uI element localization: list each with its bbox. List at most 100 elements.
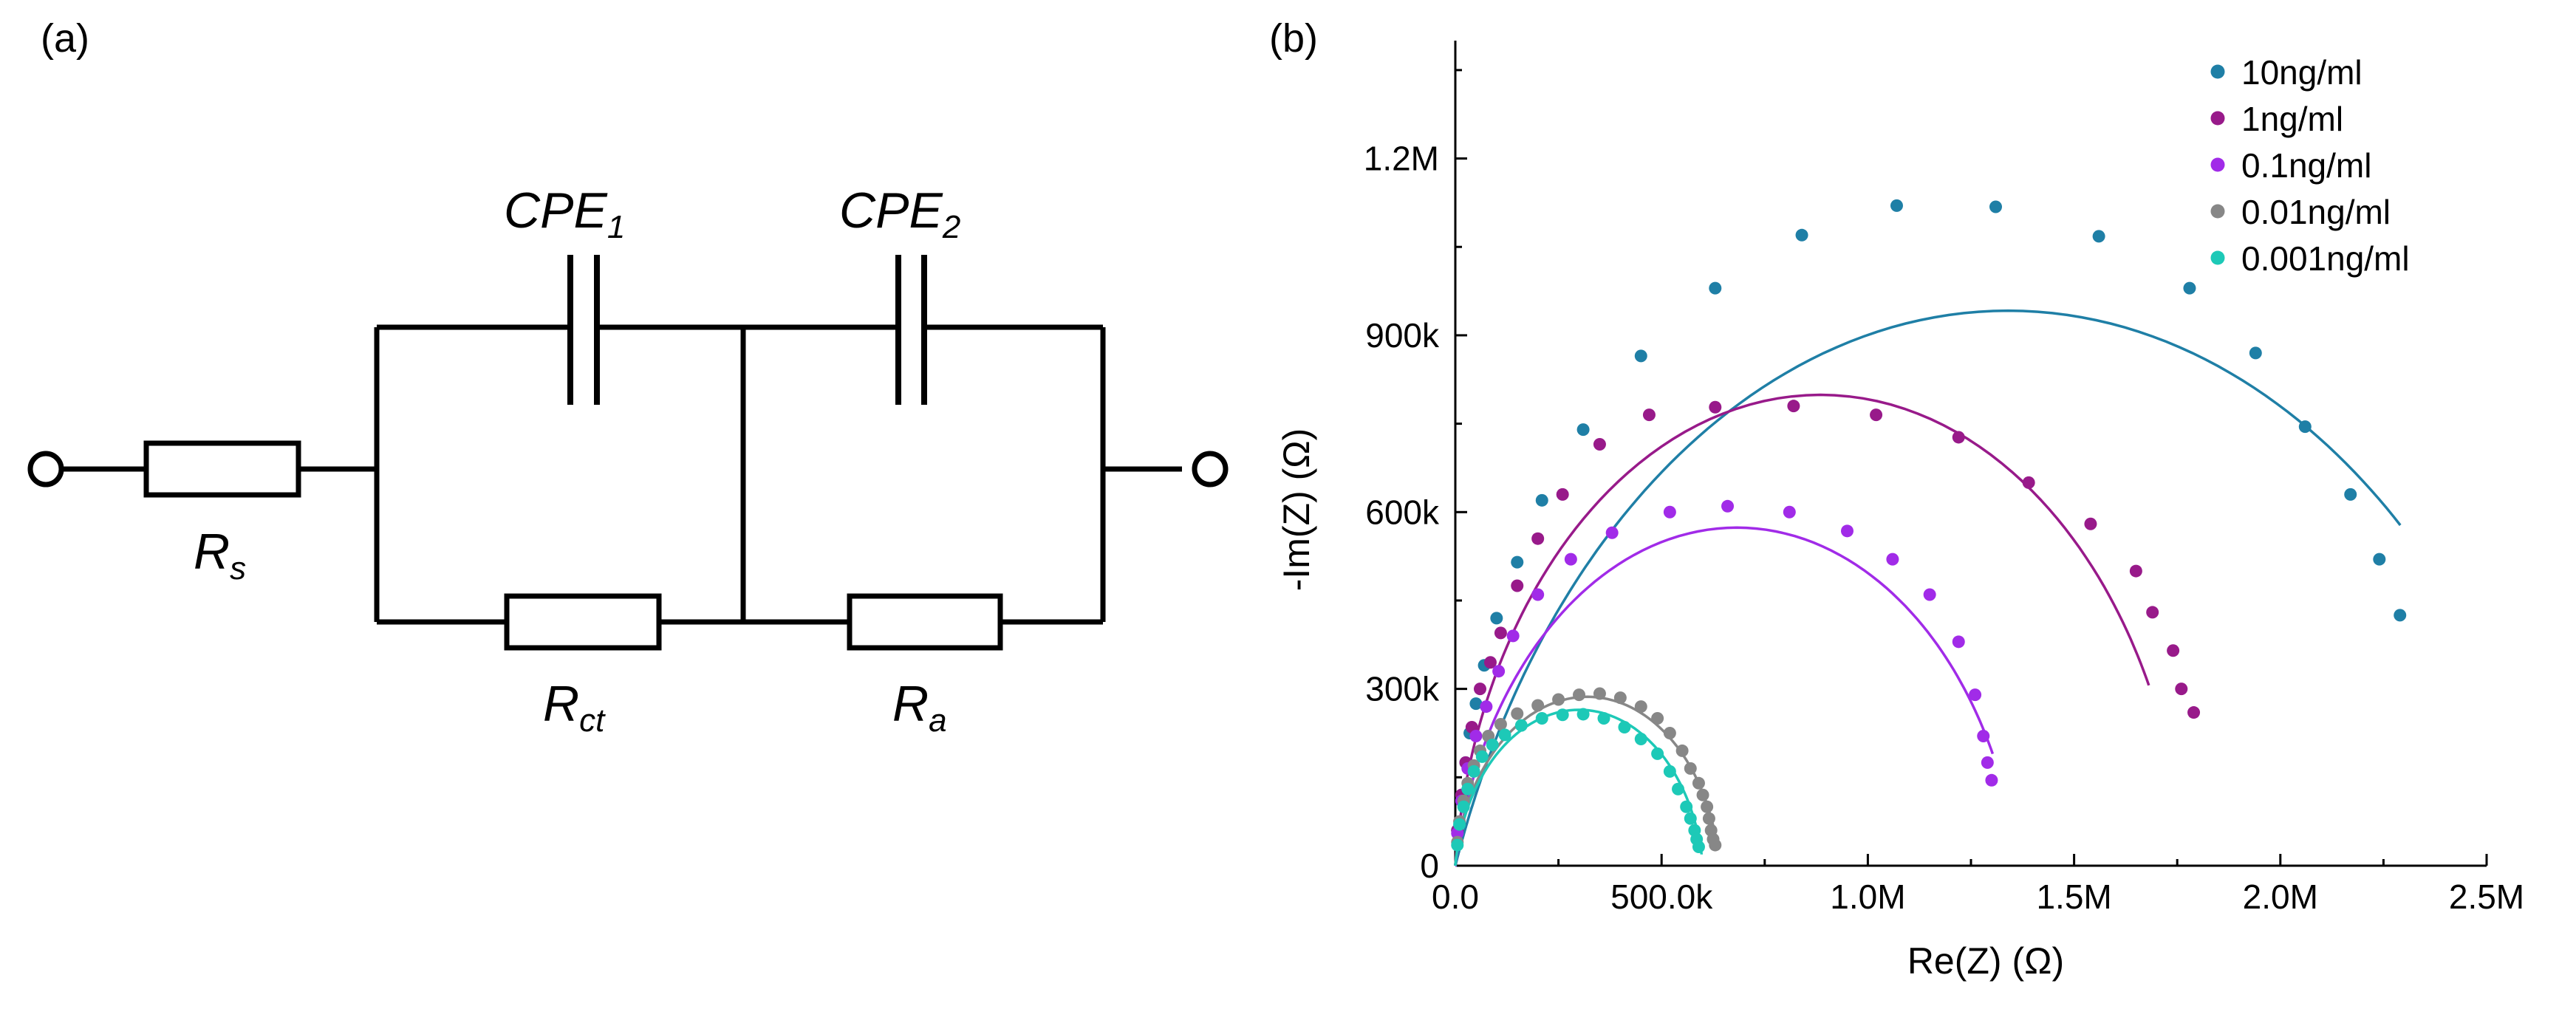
data-point bbox=[1981, 756, 1994, 769]
data-point bbox=[1985, 773, 1998, 787]
data-point bbox=[1492, 665, 1506, 678]
label-cpe1: CPE1 bbox=[504, 182, 625, 245]
data-point bbox=[1469, 697, 1483, 711]
data-point bbox=[1552, 693, 1565, 706]
data-point bbox=[1483, 656, 1497, 669]
y-tick-label: 300k bbox=[1365, 670, 1440, 708]
data-point bbox=[1989, 200, 2003, 213]
label-rs-sub: s bbox=[230, 550, 246, 586]
legend-label: 1ng/ml bbox=[2241, 100, 2343, 138]
data-point bbox=[1514, 719, 1528, 732]
resistor-rs bbox=[143, 440, 301, 498]
legend-label: 0.1ng/ml bbox=[2241, 146, 2371, 185]
circuit-wires bbox=[64, 324, 1182, 625]
x-tick-label: 500.0k bbox=[1610, 878, 1713, 916]
data-point bbox=[1787, 400, 1800, 413]
fit-curve bbox=[1454, 309, 2402, 867]
legend-marker bbox=[2210, 250, 2225, 265]
label-cpe2-sub: 2 bbox=[942, 209, 960, 245]
data-point bbox=[2092, 230, 2105, 243]
data-point bbox=[2183, 281, 2196, 295]
data-point bbox=[1469, 729, 1483, 742]
data-point bbox=[1556, 708, 1569, 722]
data-point bbox=[1535, 712, 1548, 725]
data-point bbox=[1642, 408, 1656, 422]
data-point bbox=[1651, 712, 1664, 725]
label-rct-main: R bbox=[543, 676, 579, 732]
data-point bbox=[1709, 400, 1722, 414]
data-point bbox=[1663, 726, 1676, 739]
resistor-ra bbox=[847, 593, 1003, 651]
legend-marker bbox=[2210, 111, 2225, 126]
fit-curve bbox=[1454, 393, 2150, 867]
data-point bbox=[1886, 553, 1899, 566]
fit-curve bbox=[1454, 526, 1995, 867]
data-point bbox=[1692, 840, 1705, 853]
data-point bbox=[1531, 588, 1545, 601]
data-point bbox=[1475, 750, 1489, 763]
x-tick-label: 1.5M bbox=[2036, 878, 2111, 916]
data-point bbox=[1634, 700, 1647, 714]
data-point bbox=[1457, 800, 1470, 813]
y-tick-label: 600k bbox=[1365, 493, 1440, 531]
legend-marker bbox=[2210, 64, 2225, 79]
data-point bbox=[1480, 700, 1493, 714]
data-point bbox=[2298, 420, 2312, 434]
data-point bbox=[2373, 553, 2386, 566]
data-point bbox=[1721, 499, 1735, 513]
data-point bbox=[2129, 564, 2142, 578]
data-point bbox=[2394, 609, 2407, 622]
data-point bbox=[1486, 738, 1499, 751]
legend-label: 0.001ng/ml bbox=[2241, 239, 2410, 278]
data-point bbox=[1783, 505, 1796, 519]
data-point bbox=[1597, 712, 1610, 725]
legend-label: 10ng/ml bbox=[2241, 53, 2363, 92]
y-axis-title: -Im(Z) (Ω) bbox=[1276, 428, 1317, 592]
data-point bbox=[1531, 699, 1545, 712]
plot-area: 0.0 500.0k 1.0M 1.5M 2.0M 2.5M 0 300k 600k 900k 1.… bbox=[1364, 41, 2524, 916]
data-point bbox=[2344, 488, 2357, 501]
label-ra: Ra bbox=[892, 676, 947, 739]
data-point bbox=[1511, 707, 1524, 720]
data-point bbox=[2022, 476, 2035, 489]
data-point bbox=[2146, 606, 2159, 619]
capacitor-plates bbox=[567, 255, 927, 405]
data-point bbox=[1576, 423, 1590, 437]
data-point bbox=[1573, 688, 1586, 702]
data-point bbox=[1684, 762, 1697, 775]
data-point bbox=[1969, 688, 1982, 702]
terminal-output bbox=[1192, 451, 1229, 488]
legend-marker bbox=[2210, 157, 2225, 172]
data-point bbox=[1651, 747, 1664, 760]
data-point bbox=[2175, 683, 2188, 696]
data-point bbox=[1675, 744, 1689, 757]
data-point bbox=[1952, 635, 1965, 649]
data-point bbox=[1593, 438, 1606, 451]
data-point bbox=[1490, 612, 1503, 625]
data-point bbox=[1605, 526, 1619, 539]
label-cpe2: CPE2 bbox=[839, 182, 960, 245]
data-point bbox=[1672, 782, 1685, 796]
data-point bbox=[1702, 812, 1715, 825]
data-point bbox=[1613, 691, 1627, 705]
data-point bbox=[1870, 408, 1883, 422]
label-rs-main: R bbox=[194, 524, 230, 580]
data-point bbox=[1977, 729, 1990, 742]
data-point bbox=[1511, 555, 1524, 569]
data-point bbox=[1684, 812, 1697, 825]
label-rct-sub: ct bbox=[579, 702, 606, 739]
data-point bbox=[2187, 706, 2201, 719]
x-tick-label: 2.5M bbox=[2449, 878, 2524, 916]
component-labels: Rs Rct Ra CPE1 CPE2 bbox=[194, 182, 960, 739]
data-point bbox=[1593, 687, 1606, 700]
x-tick-label: 0.0 bbox=[1432, 878, 1479, 916]
data-point bbox=[1576, 708, 1590, 721]
y-tick-label: 900k bbox=[1365, 316, 1440, 355]
data-point bbox=[1467, 765, 1480, 778]
data-point bbox=[2249, 346, 2262, 360]
data-point bbox=[1474, 683, 1487, 696]
data-point bbox=[2084, 517, 2097, 530]
x-axis-title: Re(Z) (Ω) bbox=[1907, 940, 2064, 982]
data-point bbox=[1461, 782, 1475, 796]
